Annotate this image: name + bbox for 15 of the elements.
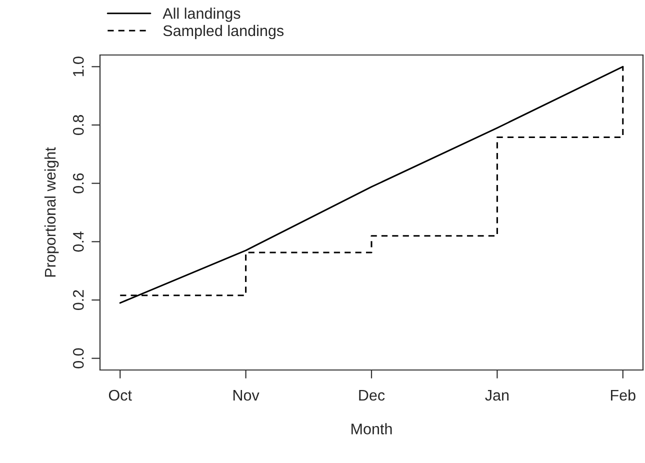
x-tick-label: Nov [233, 390, 260, 401]
y-tick-label: 0.2 [72, 290, 84, 310]
x-tick-label: Jan [485, 390, 509, 401]
legend-label: All landings [162, 8, 240, 22]
y-tick-label: 0.8 [72, 115, 84, 136]
y-tick-label: 0.4 [72, 231, 84, 252]
y-tick-label: 1.0 [72, 56, 84, 76]
x-axis-title: Month [352, 423, 392, 434]
x-tick-label: Oct [108, 390, 132, 401]
x-tick-label: Feb [610, 389, 636, 401]
y-tick-label: 0.0 [72, 348, 84, 368]
legend-label: Sampled landings [163, 24, 284, 40]
y-tick-label: 0.6 [72, 173, 84, 194]
x-tick-label: Dec [359, 390, 385, 401]
y-axis-title: Proportional weight [44, 147, 59, 277]
